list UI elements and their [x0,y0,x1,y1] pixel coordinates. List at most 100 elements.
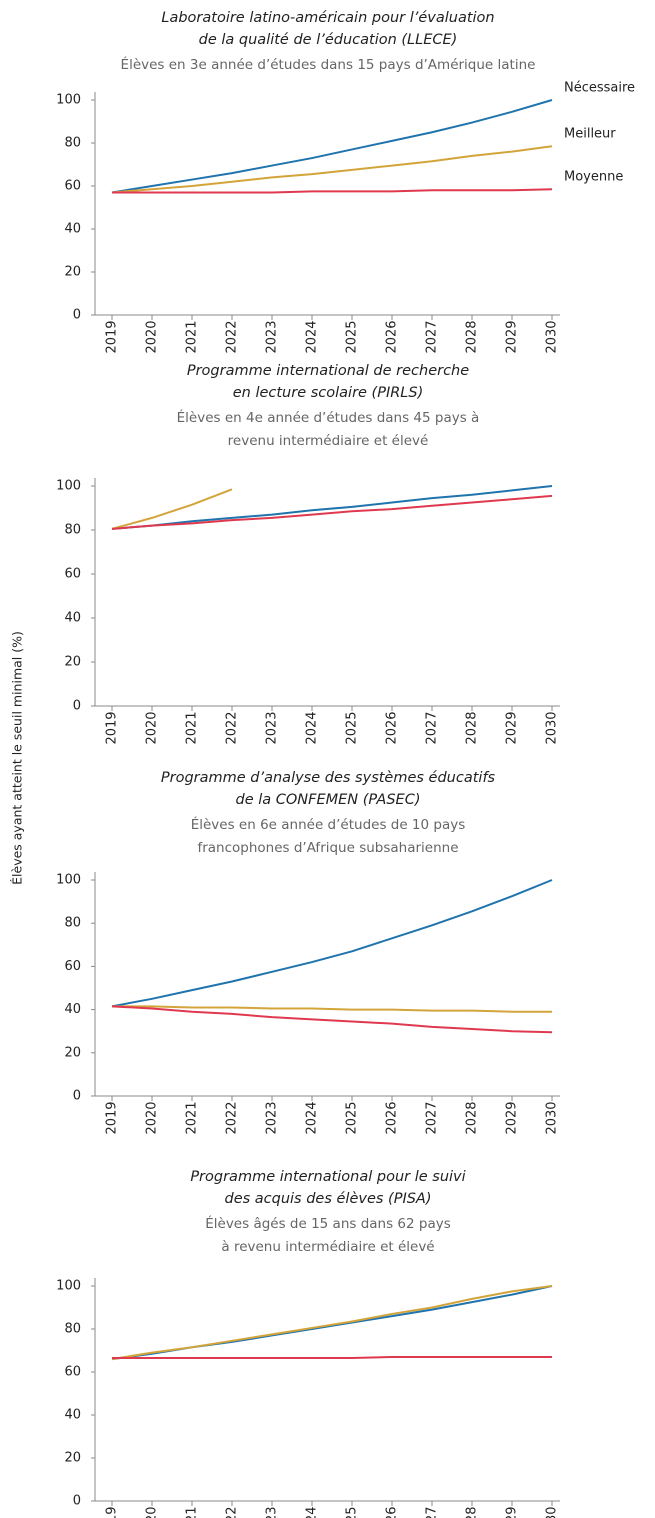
x-tick-label: 2028 [465,1101,480,1134]
x-tick-label: 2024 [305,1506,320,1518]
series-line [112,188,553,194]
x-tick-label: 2026 [385,1506,400,1518]
x-tick-label: 2020 [145,320,160,353]
x-tick-label: 2029 [505,320,520,353]
series-label: Nécessaire [564,81,635,96]
chart-subtitle: revenu intermédiaire et élevé [228,433,429,449]
series-line [112,1005,552,1013]
y-tick-label: 80 [64,523,81,538]
y-tick-label: 60 [64,179,81,194]
x-tick-label: 2030 [545,711,560,744]
x-tick-label: 2021 [185,320,200,353]
y-tick-label: 0 [73,1494,81,1509]
y-tick-label: 40 [64,1408,81,1423]
series-line [111,485,553,530]
x-tick-label: 2026 [385,711,400,744]
x-tick-label: 2023 [265,320,280,353]
x-tick-label: 2027 [425,1506,440,1518]
chart-subtitle: francophones d’Afrique subsaharienne [197,840,458,856]
chart-title: de la qualité de l’éducation (LLECE) [199,32,458,48]
x-tick-label: 2025 [345,711,360,744]
y-tick-label: 80 [64,916,81,931]
x-tick-label: 2022 [225,711,240,744]
x-tick-label: 2023 [265,711,280,744]
chart-subtitle: à revenu intermédiaire et élevé [221,1239,434,1255]
y-tick-label: 20 [64,655,81,670]
x-tick-label: 2019 [105,711,120,744]
x-tick-label: 2029 [505,1101,520,1134]
x-tick-label: 2029 [505,1506,520,1518]
y-tick-label: 20 [64,265,81,280]
x-tick-label: 2023 [265,1506,280,1518]
x-tick-label: 2023 [265,1101,280,1134]
y-axis-label: Élèves ayant atteint le seuil minimal (%… [10,631,25,885]
y-tick-label: 40 [64,222,81,237]
x-tick-label: 2019 [105,1506,120,1518]
series-label: Meilleur [564,127,616,142]
series-line [111,1005,553,1034]
x-tick-label: 2021 [185,711,200,744]
x-tick-label: 2026 [385,1101,400,1134]
y-tick-label: 40 [64,1002,81,1017]
x-tick-label: 2026 [385,320,400,353]
y-tick-label: 0 [73,699,81,714]
chart-title: Programme international de recherche [187,363,469,379]
x-tick-label: 2019 [105,320,120,353]
y-tick-label: 60 [64,567,81,582]
chart-title: Programme d’analyse des systèmes éducati… [161,770,496,786]
x-tick-label: 2025 [345,320,360,353]
chart-subtitle: Élèves en 3e année d’études dans 15 pays… [121,56,536,73]
series-label: Moyenne [564,170,623,185]
x-tick-label: 2022 [225,320,240,353]
x-tick-label: 2024 [305,320,320,353]
y-tick-label: 100 [56,479,81,494]
x-tick-label: 2027 [425,320,440,353]
chart-title: des acquis des élèves (PISA) [224,1191,431,1207]
y-tick-label: 0 [73,1089,81,1104]
y-tick-label: 20 [64,1451,81,1466]
chart-title: Programme international pour le suivi [190,1169,465,1185]
chart-title: Laboratoire latino-américain pour l’éval… [161,10,494,26]
series-line [112,1355,552,1360]
x-tick-label: 2030 [545,1101,560,1134]
y-tick-label: 100 [56,873,81,888]
x-tick-label: 2024 [305,711,320,744]
x-tick-label: 2022 [225,1506,240,1518]
x-tick-label: 2020 [145,1506,160,1518]
series-line [111,99,553,194]
y-tick-label: 20 [64,1045,81,1060]
x-tick-label: 2027 [425,1101,440,1134]
x-tick-label: 2021 [185,1101,200,1134]
x-tick-label: 2027 [425,711,440,744]
y-tick-label: 100 [56,1279,81,1294]
y-tick-label: 60 [64,959,81,974]
x-tick-label: 2028 [465,320,480,353]
y-tick-label: 0 [73,308,81,323]
y-tick-label: 100 [56,93,81,108]
x-tick-label: 2025 [345,1506,360,1518]
x-tick-label: 2028 [465,1506,480,1518]
chart-title: en lecture scolaire (PIRLS) [233,385,424,401]
chart-subtitle: Élèves âgés de 15 ans dans 62 pays [205,1215,451,1232]
series-line [111,879,553,1008]
x-tick-label: 2022 [225,1101,240,1134]
chart-title: de la CONFEMEN (PASEC) [235,792,420,808]
y-tick-label: 80 [64,1322,81,1337]
y-tick-label: 40 [64,611,81,626]
y-tick-label: 60 [64,1365,81,1380]
y-tick-label: 80 [64,136,81,151]
x-tick-label: 2019 [105,1101,120,1134]
x-tick-label: 2028 [465,711,480,744]
chart-subtitle: Élèves en 4e année d’études dans 45 pays… [177,409,480,426]
x-tick-label: 2021 [185,1506,200,1518]
series-line [111,494,553,530]
x-tick-label: 2024 [305,1101,320,1134]
x-tick-label: 2030 [545,1506,560,1518]
x-tick-label: 2030 [545,320,560,353]
chart-subtitle: Élèves en 6e année d’études de 10 pays [191,816,466,833]
x-tick-label: 2029 [505,711,520,744]
series-line [111,1285,553,1361]
x-tick-label: 2020 [145,711,160,744]
x-tick-label: 2025 [345,1101,360,1134]
